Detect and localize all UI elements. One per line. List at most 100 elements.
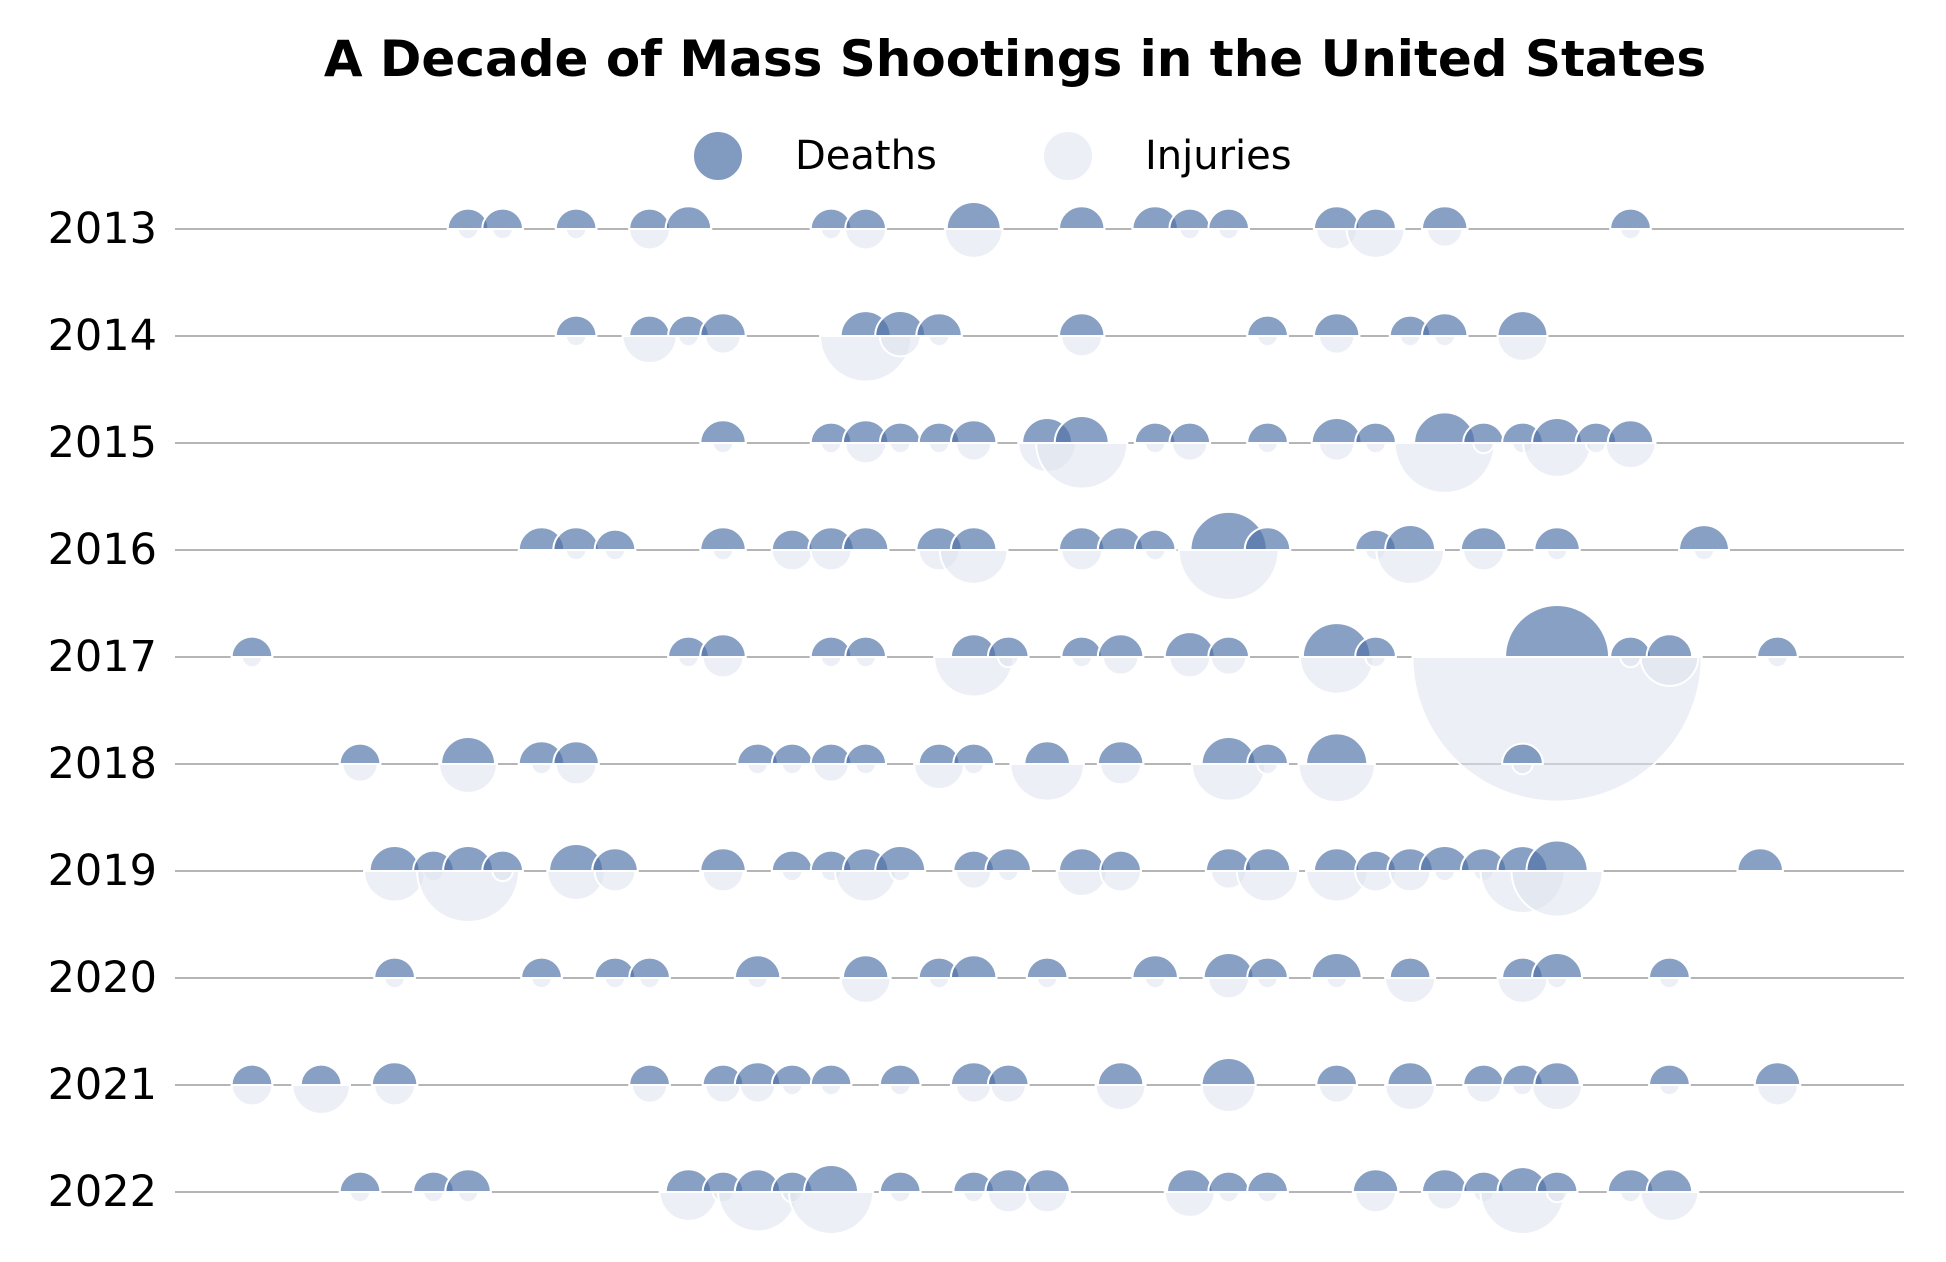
injury-mark (1200, 1084, 1257, 1113)
injury-mark (1035, 442, 1129, 490)
death-mark (1312, 312, 1361, 337)
injury-mark (746, 977, 769, 990)
legend: Deaths Injuries (692, 130, 1292, 182)
death-mark (373, 956, 417, 979)
injury-mark (711, 442, 735, 455)
injury-mark (955, 1084, 993, 1104)
injury-mark (1143, 442, 1167, 455)
death-mark (1420, 205, 1469, 230)
injury-mark (1464, 1084, 1503, 1104)
injury-mark (1171, 442, 1209, 462)
death-mark (1131, 954, 1179, 979)
injury-mark (1209, 656, 1248, 676)
death-mark (1168, 207, 1212, 230)
death-mark (1606, 419, 1655, 444)
year-tick-label: 2017 (48, 632, 157, 682)
injury-mark (603, 977, 627, 990)
death-mark (770, 1063, 814, 1086)
injury-mark (1619, 228, 1642, 241)
injury-mark (1511, 1084, 1534, 1097)
death-mark (1459, 526, 1508, 551)
injury-mark (1462, 549, 1506, 572)
death-mark (1060, 635, 1104, 658)
injury-mark (1318, 442, 1356, 462)
death-mark (1168, 421, 1212, 444)
year-tick-label: 2019 (48, 846, 157, 896)
injury-mark (230, 1084, 274, 1107)
injury-mark (711, 549, 735, 562)
death-mark (1246, 1170, 1289, 1193)
death-mark (1533, 1061, 1581, 1086)
injury-mark (1354, 1191, 1397, 1214)
injury-mark (955, 870, 993, 890)
death-mark (1023, 740, 1071, 765)
injury-mark (1235, 870, 1300, 903)
death-mark (1531, 417, 1584, 444)
injury-mark (658, 1191, 719, 1222)
death-mark (1462, 1063, 1506, 1086)
injury-mark (1168, 656, 1212, 679)
death-mark (874, 845, 927, 872)
death-mark (1207, 1170, 1251, 1193)
injury-mark (913, 763, 966, 790)
death-mark (444, 1168, 492, 1193)
death-mark (1207, 635, 1251, 658)
injury-mark (878, 335, 922, 358)
injury-mark (1143, 549, 1167, 562)
death-mark (1312, 205, 1361, 230)
death-mark (1525, 839, 1589, 872)
death-mark (699, 419, 747, 444)
injury-mark (1256, 335, 1279, 348)
injury-mark (1364, 656, 1387, 669)
death-mark (949, 954, 998, 979)
injury-mark (986, 1191, 1030, 1214)
injury-mark (780, 1084, 804, 1097)
injury-mark (1055, 870, 1108, 897)
injury-mark (1318, 1084, 1356, 1104)
injury-mark (1256, 1191, 1279, 1204)
injury-mark (291, 1084, 351, 1115)
injury-mark (456, 1191, 480, 1204)
death-mark (338, 742, 382, 765)
injury-mark (1496, 335, 1549, 362)
death-mark (1354, 207, 1397, 230)
death-mark (1756, 635, 1799, 658)
death-mark (1133, 528, 1177, 551)
death-mark (552, 740, 600, 765)
injury-mark (1426, 1191, 1464, 1211)
injury-mark (491, 228, 514, 241)
injury-mark (1658, 1084, 1681, 1097)
injury-mark (1472, 442, 1495, 455)
year-tick-label: 2020 (48, 953, 157, 1003)
death-mark (1384, 524, 1437, 551)
injury-mark (1256, 763, 1279, 776)
death-mark (844, 207, 888, 230)
death-mark (1096, 740, 1145, 765)
death-mark (1648, 1063, 1691, 1086)
death-mark (841, 954, 890, 979)
injury-mark (630, 1084, 669, 1104)
injury-mark (704, 335, 742, 355)
injury-mark (854, 656, 877, 669)
death-mark (1535, 1170, 1579, 1193)
injury-mark (240, 656, 264, 669)
injury-mark (1256, 977, 1279, 990)
injury-mark (1411, 656, 1703, 803)
death-mark (1388, 956, 1432, 979)
death-mark (1099, 849, 1143, 872)
death-mark (1351, 1168, 1400, 1193)
injury-mark (1522, 442, 1592, 478)
injury-mark (383, 977, 406, 990)
death-mark (1202, 952, 1255, 979)
injury-mark (997, 656, 1020, 669)
death-mark (699, 847, 747, 872)
injury-mark (943, 228, 1004, 259)
death-mark (945, 201, 1002, 230)
injury-mark (341, 763, 379, 783)
death-mark (878, 421, 922, 444)
death-mark (1753, 1061, 1802, 1086)
death-mark (440, 736, 497, 765)
death-mark (1165, 1168, 1214, 1193)
injury-mark (1384, 977, 1437, 1004)
death-mark (1533, 526, 1581, 551)
